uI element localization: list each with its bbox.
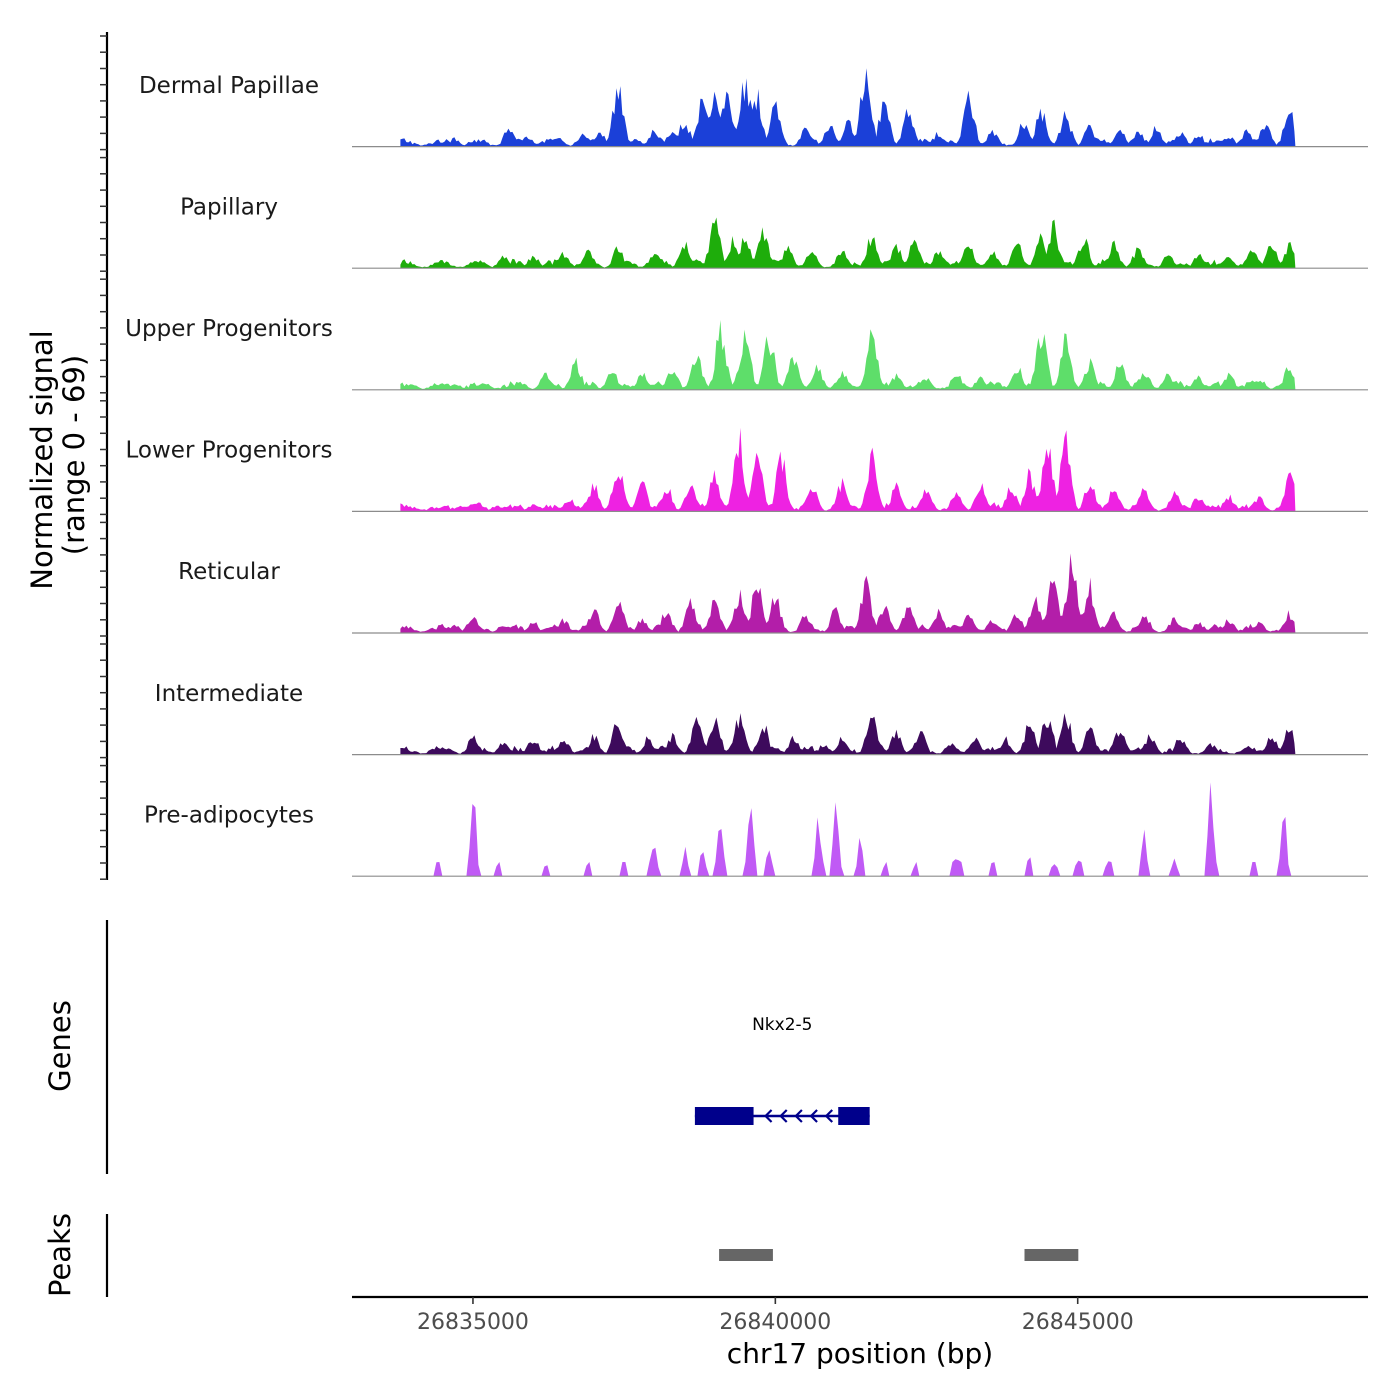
signal-area (400, 217, 1296, 269)
strand-arrow (779, 1109, 788, 1123)
track-label: Upper Progenitors (125, 316, 333, 342)
track-0: Dermal Papillae (139, 68, 1368, 148)
x-tick-label: 26835000 (417, 1310, 529, 1335)
track-label: Dermal Papillae (139, 73, 319, 99)
peak-region (1024, 1249, 1079, 1261)
track-4: Reticular (178, 553, 1368, 634)
track-2: Upper Progenitors (125, 316, 1368, 391)
y-axis-title: Normalized signal (range 0 - 69) (25, 330, 91, 589)
y-axis-title-line2: (range 0 - 69) (57, 355, 91, 555)
signal-area (400, 427, 1296, 512)
track-label: Reticular (178, 559, 280, 585)
gene-name: Nkx2-5 (752, 1015, 812, 1035)
signal-tracks: Dermal Papillae Papillary Upper Progenitor… (125, 68, 1368, 877)
signal-area (400, 713, 1296, 755)
strand-arrow (794, 1109, 803, 1123)
peak-track (719, 1249, 1079, 1261)
signal-area (400, 68, 1296, 147)
track-label: Pre-adipocytes (144, 802, 314, 828)
y-axis-title-line1: Normalized signal (25, 330, 59, 589)
x-tick-label: 26840000 (719, 1310, 831, 1335)
signal-area (400, 320, 1296, 390)
track-6: Pre-adipocytes (144, 782, 1368, 877)
genes-axis-title: Genes (43, 1000, 77, 1092)
gene-exon (694, 1107, 754, 1125)
track-label: Papillary (180, 194, 278, 220)
gene-track: Nkx2-5 (694, 1015, 870, 1125)
x-axis-ticks: 26835000 26840000 26845000 (417, 1297, 1134, 1335)
track-3: Lower Progenitors (126, 427, 1368, 512)
peak-region (719, 1249, 773, 1261)
strand-arrow (809, 1109, 818, 1123)
track-label: Lower Progenitors (126, 438, 333, 464)
signal-axis-ticks (100, 35, 107, 880)
strand-arrow (824, 1109, 834, 1123)
track-5: Intermediate (155, 681, 1368, 756)
peaks-axis-title: Peaks (43, 1213, 77, 1297)
x-axis-title: chr17 position (bp) (727, 1337, 993, 1370)
strand-arrow (764, 1109, 773, 1123)
gene-exon (838, 1107, 870, 1125)
gene-model: Nkx2-5 (694, 1015, 870, 1125)
signal-area (400, 782, 1296, 877)
track-label: Intermediate (155, 681, 303, 707)
track-1: Papillary (180, 194, 1368, 269)
x-tick-label: 26845000 (1022, 1310, 1134, 1335)
signal-area (400, 553, 1296, 633)
